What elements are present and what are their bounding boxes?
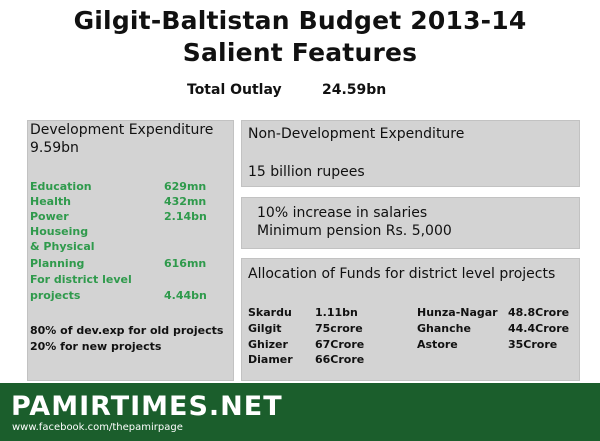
district-gilgit: Gilgit <box>248 322 282 335</box>
allocation-title: Allocation of Funds for district level p… <box>248 266 556 282</box>
footer-bar <box>0 383 600 441</box>
development-expenditure-panel: Development Expenditure 9.59bn Education… <box>27 120 234 381</box>
minimum-pension: Minimum pension Rs. 5,000 <box>257 223 452 239</box>
non-development-amount: 15 billion rupees <box>248 164 365 180</box>
brand-logo: PAMIRTIMES.NET <box>11 391 283 422</box>
development-amount: 9.59bn <box>30 140 79 156</box>
district-ghizer-amount: 67Crore <box>315 338 365 351</box>
district-ghizer: Ghizer <box>248 338 288 351</box>
district-ghanche: Ghanche <box>417 322 471 335</box>
district-ghanche-amount: 44.4Crore <box>508 322 570 335</box>
district-hunza-nagar-amount: 48.8Crore <box>508 306 570 319</box>
district-skardu: Skardu <box>248 306 292 319</box>
district-gilgit-amount: 75crore <box>315 322 363 335</box>
total-outlay: Total Outlay 24.59bn <box>187 82 386 98</box>
salaries-panel: 10% increase in salaries Minimum pension… <box>241 197 580 249</box>
total-outlay-value: 24.59bn <box>322 82 387 98</box>
allocation-panel: Allocation of Funds for district level p… <box>241 258 580 381</box>
district-astore: Astore <box>417 338 458 351</box>
page-title: Gilgit-Baltistan Budget 2013-14 <box>73 6 527 35</box>
non-development-title: Non-Development Expenditure <box>248 126 465 142</box>
dev-note-new-projects: 20% for new projects <box>30 340 162 353</box>
district-hunza-nagar: Hunza-Nagar <box>417 306 498 319</box>
total-outlay-label: Total Outlay <box>187 82 282 98</box>
salary-increase: 10% increase in salaries <box>257 205 428 221</box>
page-subtitle: Salient Features <box>182 38 418 67</box>
district-diamer-amount: 66Crore <box>315 353 365 366</box>
development-title: Development Expenditure <box>30 122 214 138</box>
dev-note-old-projects: 80% of dev.exp for old projects <box>30 324 224 337</box>
non-development-panel: Non-Development Expenditure 15 billion r… <box>241 120 580 187</box>
district-skardu-amount: 1.11bn <box>315 306 358 319</box>
district-diamer: Diamer <box>248 353 293 366</box>
district-astore-amount: 35Crore <box>508 338 558 351</box>
facebook-link[interactable]: www.facebook.com/thepamirpage <box>12 422 183 433</box>
